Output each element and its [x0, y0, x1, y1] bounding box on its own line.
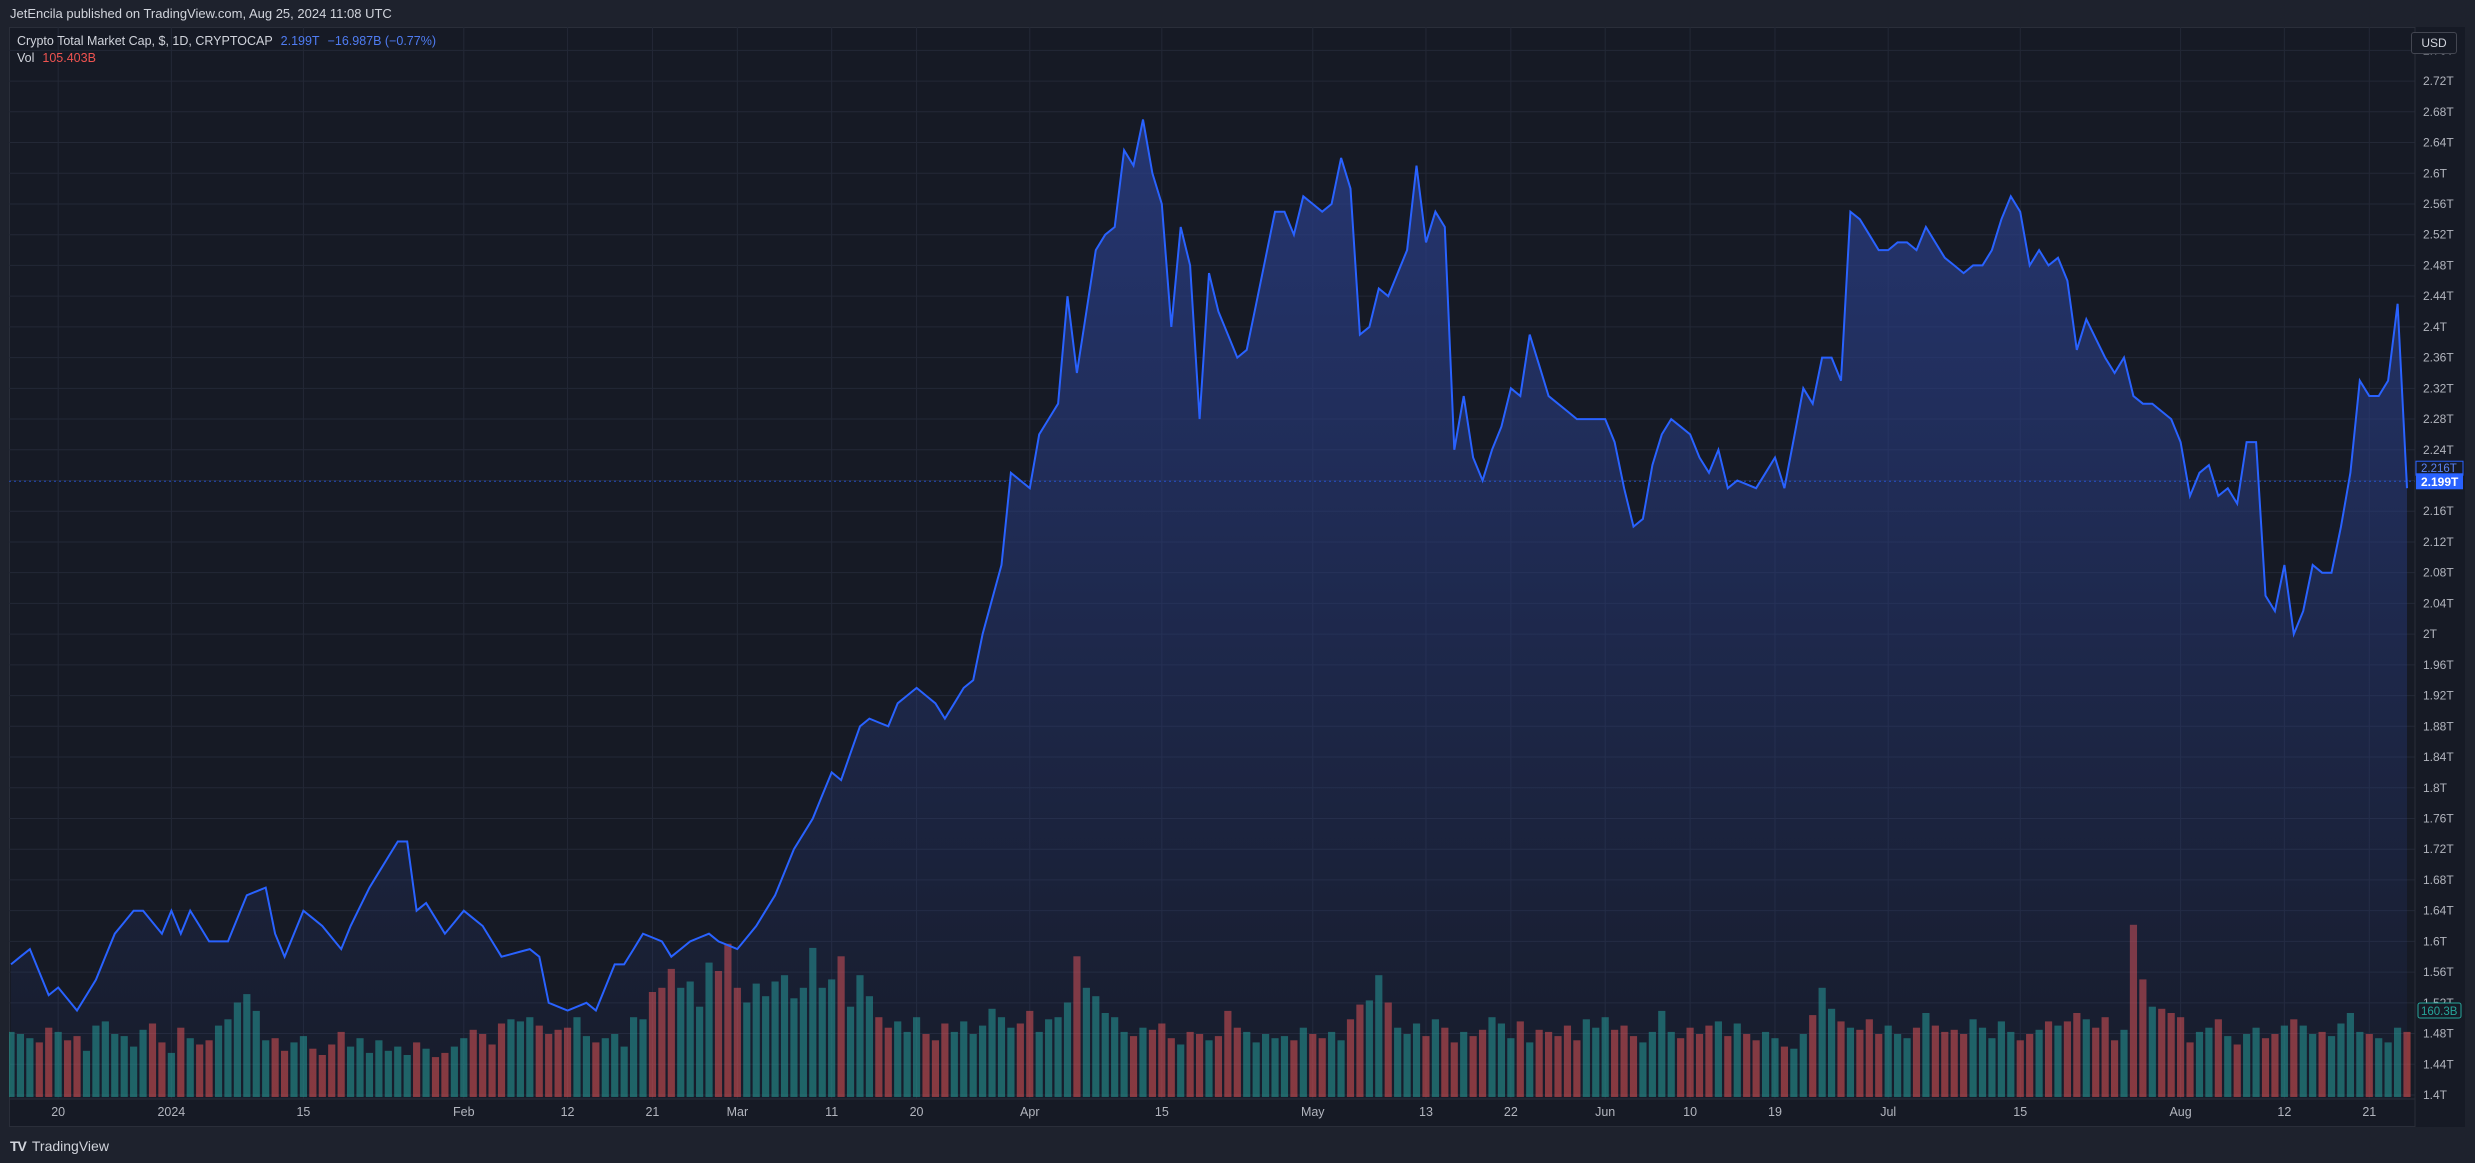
- y-tick-label: 1.68T: [2423, 873, 2454, 887]
- y-tick-label: 2.52T: [2423, 228, 2454, 242]
- y-tick-label: 2.72T: [2423, 74, 2454, 88]
- x-tick-label: 12: [2277, 1105, 2291, 1119]
- price-axis: [2415, 27, 2465, 1127]
- x-tick-label: Aug: [2169, 1105, 2191, 1119]
- x-tick-label: Jun: [1595, 1105, 1615, 1119]
- x-tick-label: Jul: [1880, 1105, 1896, 1119]
- y-tick-label: 1.96T: [2423, 658, 2454, 672]
- y-tick-label: 2.32T: [2423, 381, 2454, 395]
- y-tick-label: 2.56T: [2423, 197, 2454, 211]
- y-tick-label: 2.48T: [2423, 258, 2454, 272]
- x-tick-label: 11: [825, 1105, 838, 1119]
- y-tick-label: 2.24T: [2423, 443, 2454, 457]
- y-tick-label: 1.88T: [2423, 719, 2454, 733]
- x-tick-label: Mar: [727, 1105, 749, 1119]
- currency-button[interactable]: USD: [2411, 32, 2457, 54]
- y-tick-label: 2.36T: [2423, 351, 2454, 365]
- y-tick-label: 2.4T: [2423, 320, 2448, 334]
- y-tick-label: 2.04T: [2423, 596, 2454, 610]
- y-tick-label: 1.84T: [2423, 750, 2454, 764]
- legend-price: 2.199T: [280, 34, 320, 48]
- y-tick-label: 2.16T: [2423, 504, 2454, 518]
- x-tick-label: Feb: [453, 1105, 475, 1119]
- x-tick-label: 10: [1683, 1105, 1697, 1119]
- publisher-text: JetEncila published on TradingView.com, …: [10, 6, 392, 21]
- y-tick-label: 2.64T: [2423, 136, 2454, 150]
- secondary-price-label: 2.216T: [2421, 463, 2457, 475]
- volume-tag: [2417, 1002, 2462, 1019]
- price-line: [10, 119, 2408, 1013]
- y-tick-label: 1.64T: [2423, 904, 2454, 918]
- y-tick-label: 1.48T: [2423, 1027, 2454, 1041]
- x-tick-label: May: [1301, 1105, 1325, 1119]
- x-tick-label: 2024: [157, 1105, 185, 1119]
- x-tick-label: 22: [1504, 1105, 1518, 1119]
- legend-vol-label[interactable]: Vol: [17, 51, 35, 65]
- tradingview-brand[interactable]: TV TradingView: [10, 1136, 109, 1156]
- x-tick-label: 15: [2013, 1105, 2027, 1119]
- y-tick-label: 2.28T: [2423, 412, 2454, 426]
- x-tick-label: 13: [1419, 1105, 1433, 1119]
- y-tick-label: 2.12T: [2423, 535, 2454, 549]
- y-tick-label: 1.4T: [2423, 1088, 2448, 1102]
- current-price-tag: [2416, 473, 2463, 490]
- y-tick-label: 1.44T: [2423, 1057, 2454, 1071]
- x-tick-label: 19: [1768, 1105, 1782, 1119]
- x-tick-label: 21: [645, 1105, 659, 1119]
- x-tick-label: 20: [910, 1105, 924, 1119]
- y-tick-label: 1.92T: [2423, 689, 2454, 703]
- y-tick-label: 2T: [2423, 627, 2438, 641]
- legend-change: −16.987B (−0.77%): [327, 34, 436, 48]
- y-tick-label: 1.76T: [2423, 811, 2454, 825]
- y-tick-label: 1.72T: [2423, 842, 2454, 856]
- y-tick-label: 2.08T: [2423, 566, 2454, 580]
- y-tick-label: 2.6T: [2423, 166, 2448, 180]
- x-tick-label: 12: [561, 1105, 575, 1119]
- market-cap-chart[interactable]: 2.76T2.72T2.68T2.64T2.6T2.56T2.52T2.48T2…: [9, 27, 2465, 1127]
- x-tick-label: 15: [296, 1105, 310, 1119]
- chart-legend: Crypto Total Market Cap, $, 1D, CRYPTOCA…: [17, 33, 436, 67]
- x-tick-label: 15: [1155, 1105, 1169, 1119]
- x-tick-label: Apr: [1020, 1105, 1039, 1119]
- tradingview-logo-icon: TV: [10, 1138, 27, 1154]
- legend-symbol[interactable]: Crypto Total Market Cap, $, 1D, CRYPTOCA…: [17, 34, 273, 48]
- y-tick-label: 2.44T: [2423, 289, 2454, 303]
- brand-name: TradingView: [31, 1138, 109, 1154]
- legend-vol-value: 105.403B: [42, 51, 96, 65]
- publisher-bar: JetEncila published on TradingView.com, …: [0, 0, 2475, 27]
- x-tick-label: 21: [2362, 1105, 2376, 1119]
- x-tick-label: 20: [51, 1105, 65, 1119]
- y-tick-label: 2.68T: [2423, 105, 2454, 119]
- y-tick-label: 1.8T: [2423, 781, 2448, 795]
- volume-max-label: 160.3B: [2421, 1006, 2458, 1018]
- current-price-label: 2.199T: [2421, 475, 2459, 489]
- y-tick-label: 1.6T: [2423, 934, 2448, 948]
- price-area: [11, 119, 2407, 1099]
- y-tick-label: 1.56T: [2423, 965, 2454, 979]
